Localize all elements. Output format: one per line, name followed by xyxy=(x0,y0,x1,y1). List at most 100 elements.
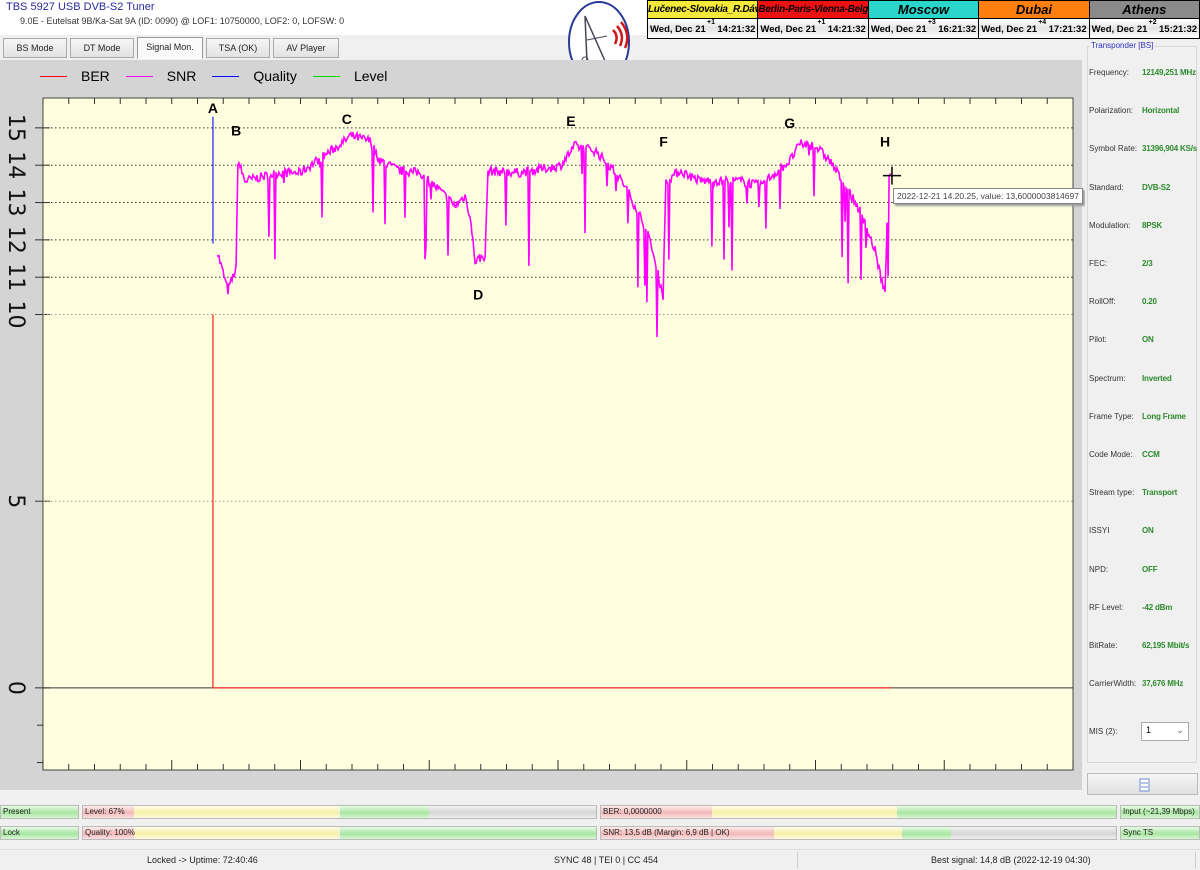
ber-label: BER: 0,0000000 xyxy=(603,807,662,816)
clock-time: 14:21:32 xyxy=(717,24,756,35)
param-value: Long Frame xyxy=(1142,411,1186,421)
param-label: Pilot: xyxy=(1089,335,1107,345)
level-label: Level: 67% xyxy=(85,807,125,816)
clock-date: Wed, Dec 21 xyxy=(760,24,817,35)
world-clocks: Lučenec-Slovakia_R.Dávid Wed, Dec 21 +1 14:… xyxy=(647,0,1200,39)
param-label: BitRate: xyxy=(1089,641,1118,650)
param-row: Standard: DVB-S2 xyxy=(1089,183,1200,192)
legend-label: Quality xyxy=(253,68,297,84)
mis-value: 1 xyxy=(1146,725,1152,735)
tab-tsa[interactable]: TSA (OK) xyxy=(206,38,270,58)
annotation-e: E xyxy=(566,113,575,129)
present-indicator: Present xyxy=(0,805,79,819)
param-value: Horizontal xyxy=(1142,106,1180,116)
param-label: Code Mode: xyxy=(1089,450,1133,459)
status-divider xyxy=(797,852,798,868)
uptime-status: Locked -> Uptime: 72:40:46 xyxy=(147,855,258,865)
param-value: 2/3 xyxy=(1142,259,1153,268)
clock-offset: +2 xyxy=(1148,19,1157,26)
quality-label: Quality: 100% xyxy=(85,828,135,837)
param-row: Modulation: 8PSK xyxy=(1089,221,1200,230)
annotation-c: C xyxy=(342,111,352,127)
param-value: Inverted xyxy=(1142,373,1172,383)
sync-ts-label: Sync TS xyxy=(1123,828,1154,837)
legend-quality: Quality xyxy=(212,68,297,84)
param-row: CarrierWidth: 37,676 MHz xyxy=(1089,679,1200,688)
quality-bar: Quality: 100% xyxy=(82,826,597,840)
annotation-d: D xyxy=(473,287,483,303)
tab-signal-mon[interactable]: Signal Mon. xyxy=(137,37,203,59)
clock-date: Wed, Dec 21 xyxy=(981,24,1038,35)
param-row: Polarization: Horizontal xyxy=(1089,106,1200,115)
chevron-down-icon: ⌄ xyxy=(1176,725,1184,735)
level-bar: Level: 67% xyxy=(82,805,597,819)
legend-label: BER xyxy=(81,68,110,84)
param-value: 12149,251 MHz xyxy=(1142,68,1196,77)
crosshair-cursor-icon xyxy=(882,166,901,185)
clock-time: 15:21:32 xyxy=(1159,24,1198,35)
param-row: RollOff: 0.20 xyxy=(1089,297,1200,306)
clock-offset: +1 xyxy=(817,19,826,26)
legend-label: SNR xyxy=(166,68,197,84)
param-value: 0.20 xyxy=(1142,297,1157,307)
param-label: RollOff: xyxy=(1089,297,1116,307)
list-icon xyxy=(1139,778,1150,792)
ber-series-line xyxy=(212,314,892,689)
param-label: Stream type: xyxy=(1089,488,1135,498)
param-row: FEC: 2/3 xyxy=(1089,259,1200,268)
transponder-group xyxy=(1087,46,1197,763)
tab-bs-mode[interactable]: BS Mode xyxy=(3,38,67,58)
y-tick-label: 15 xyxy=(3,114,28,142)
clock-time: 14:21:32 xyxy=(827,24,866,35)
chart-legend: BER SNR Quality Level xyxy=(40,68,403,84)
legend-level: Level xyxy=(312,68,387,84)
legend-snr: SNR xyxy=(125,68,197,84)
param-row: Symbol Rate: 31396,904 KS/s xyxy=(1089,144,1200,153)
y-tick-label: 14 xyxy=(3,151,28,179)
clock-city: Lučenec-Slovakia_R.Dávid xyxy=(648,1,758,19)
clock-date: Wed, Dec 21 xyxy=(650,24,706,35)
sync-status: SYNC 48 | TEI 0 | CC 454 xyxy=(554,855,659,865)
param-label: Symbol Rate: xyxy=(1089,144,1138,154)
ber-bar: BER: 0,0000000 xyxy=(600,805,1117,819)
clock-moscow: Moscow Wed, Dec 21 +3 16:21:32 xyxy=(868,1,980,38)
param-label: RF Level: xyxy=(1089,602,1124,612)
input-label: Input (~21,39 Mbps) xyxy=(1123,807,1195,816)
param-label: NPD: xyxy=(1089,564,1109,574)
clock-date: Wed, Dec 21 xyxy=(870,24,927,35)
satellite-info: 9.0E - Eutelsat 9B/Ka-Sat 9A (ID: 0090) … xyxy=(20,16,345,26)
chart-tooltip: 2022-12-21 14.20.25, value: 13,600000381… xyxy=(893,188,1083,204)
param-value: DVB-S2 xyxy=(1142,182,1171,192)
param-label: Frame Type: xyxy=(1089,411,1134,421)
param-value: CCM xyxy=(1142,450,1160,459)
clock-offset: +1 xyxy=(707,19,715,26)
clock-city: Dubai xyxy=(979,1,1089,19)
clock-offset: +3 xyxy=(927,19,936,26)
best-signal-status: Best signal: 14,8 dB (2022-12-19 04:30) xyxy=(931,855,1091,865)
clock-time: 17:21:32 xyxy=(1048,24,1087,35)
param-label: ISSYI xyxy=(1089,526,1110,536)
param-label: CarrierWidth: xyxy=(1089,679,1137,689)
transponder-panel xyxy=(1085,40,1200,800)
param-row: NPD: OFF xyxy=(1089,565,1200,574)
signal-chart[interactable]: 0 5 10 11 12 13 14 15 AB C D E F G H xyxy=(0,0,1082,790)
tab-av-player[interactable]: AV Player xyxy=(273,38,339,58)
tab-dt-mode[interactable]: DT Mode xyxy=(70,38,134,58)
param-value: 62,195 Mbit/s xyxy=(1142,641,1190,650)
snr-series-line xyxy=(216,130,892,338)
param-label: Standard: xyxy=(1089,182,1124,192)
sync-ts-indicator: Sync TS xyxy=(1120,826,1200,840)
param-row: Pilot: ON xyxy=(1089,335,1200,344)
snr-bar: SNR: 13,5 dB (Margin: 6,9 dB | OK) xyxy=(600,826,1117,840)
y-tick-label: 0 xyxy=(3,681,28,695)
clock-athens: Athens Wed, Dec 21 +2 15:21:32 xyxy=(1089,1,1200,38)
clock-date: Wed, Dec 21 xyxy=(1091,24,1148,35)
param-row: RF Level: -42 dBm xyxy=(1089,603,1200,612)
clock-dubai: Dubai Wed, Dec 21 +4 17:21:32 xyxy=(979,1,1090,38)
y-tick-label: 5 xyxy=(3,494,28,508)
y-tick-label: 13 xyxy=(3,189,28,217)
panel-menu-button[interactable] xyxy=(1087,773,1198,795)
clock-city: Berlin-Paris-Vienna-Belgrade xyxy=(758,1,868,19)
legend-ber: BER xyxy=(40,68,110,84)
mis-select[interactable]: 1 ⌄ xyxy=(1141,722,1189,741)
